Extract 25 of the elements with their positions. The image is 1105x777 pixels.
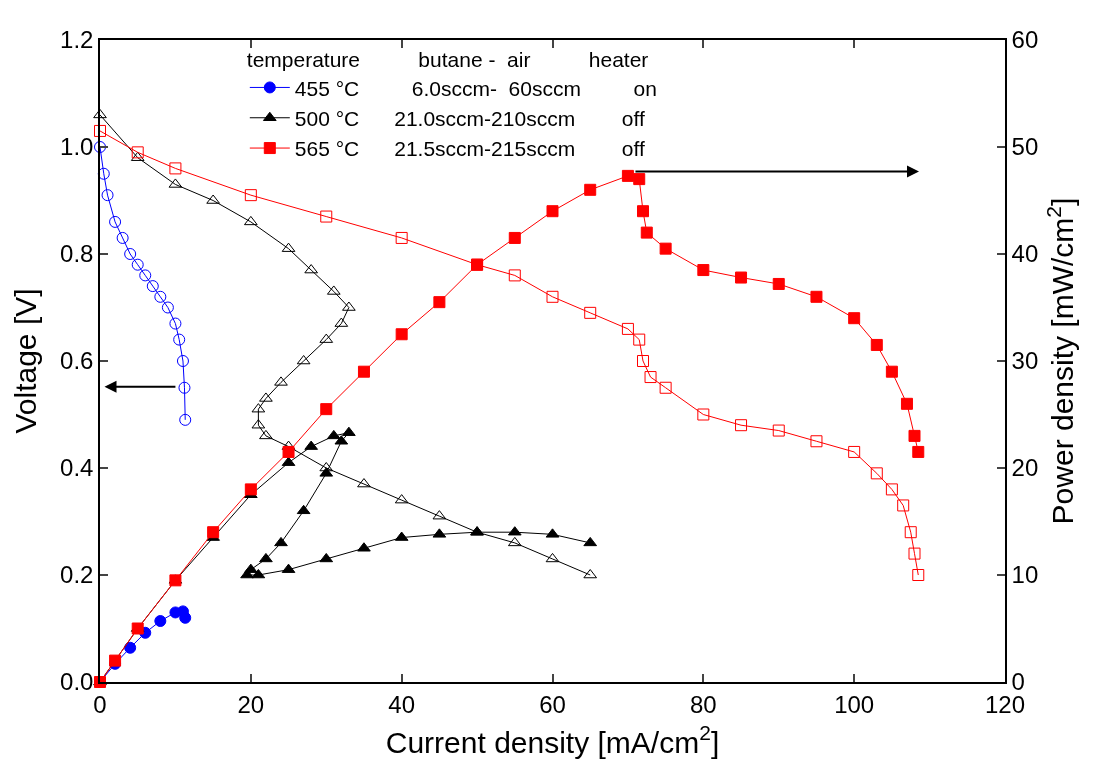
x-tick-label: 40 [388, 690, 416, 718]
y2-tick-label: 40 [1011, 240, 1039, 268]
y-tick-label: 0.8 [60, 240, 94, 268]
legend-label: 565 °C 21.5sccm-215sccm off [294, 137, 645, 161]
y2-tick-label: 20 [1011, 454, 1039, 482]
x-tick-label: 60 [539, 690, 566, 718]
x-tick-label: 0 [93, 690, 107, 718]
y2-tick-label: 50 [1011, 133, 1039, 161]
y2-tick-label: 10 [1011, 561, 1039, 589]
y-tick-label: 0.2 [60, 561, 94, 589]
x-axis-title: Current density [mA/cm$^{2}$] [385, 720, 720, 759]
y2-tick-label: 60 [1011, 26, 1039, 54]
x-tick-label: 20 [237, 690, 265, 718]
y-tick-label: 0.6 [60, 347, 94, 375]
legend-label: 455 °C 6.0sccm- 60sccm on [294, 76, 657, 100]
y-axis-title: Voltage [V] [8, 288, 42, 434]
y-tick-label: 1.2 [60, 26, 94, 54]
y-tick-label: 0.4 [60, 454, 94, 482]
y-tick-label: 1.0 [60, 133, 94, 161]
legend-label: 500 °C 21.0sccm-210sccm off [294, 106, 645, 130]
legend-title: temperature butane - air heater [246, 48, 649, 72]
x-tick-label: 100 [834, 690, 875, 718]
y-tick-label: 0.0 [60, 668, 94, 696]
x-tick-label: 80 [689, 690, 717, 718]
y2-tick-label: 30 [1011, 347, 1039, 375]
